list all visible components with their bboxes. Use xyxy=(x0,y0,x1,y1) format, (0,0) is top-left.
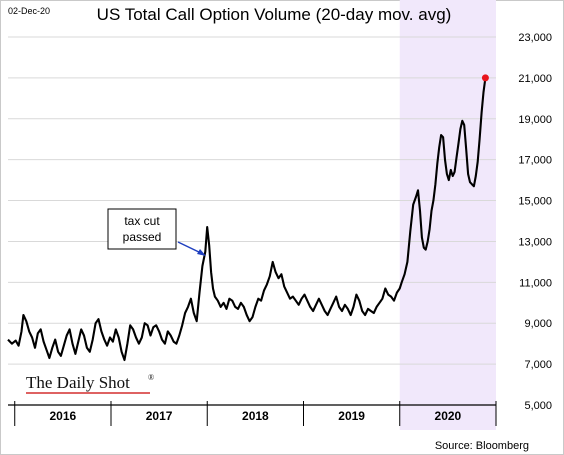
x-axis-ticks: 2016 2017 2018 2019 2020 xyxy=(14,401,497,426)
chart-title: US Total Call Option Volume (20-day mov.… xyxy=(97,5,452,24)
y-tick-label: 13,000 xyxy=(518,236,552,248)
brand-name: The Daily Shot xyxy=(26,373,130,392)
brand-registered-mark: ® xyxy=(148,373,154,382)
y-axis-ticks: 5,000 7,000 9,000 11,000 13,000 15,000 17,000 1… xyxy=(518,32,552,412)
y-tick-label: 17,000 xyxy=(518,155,552,167)
y-tick-label: 23,000 xyxy=(518,32,552,44)
y-tick-label: 9,000 xyxy=(524,318,552,330)
y-tick-label: 11,000 xyxy=(519,277,552,289)
source-note: Source: Bloomberg xyxy=(435,440,529,452)
x-tick-label: 2016 xyxy=(50,409,77,423)
y-tick-label: 7,000 xyxy=(524,359,552,371)
y-tick-label: 21,000 xyxy=(518,73,552,85)
series-line xyxy=(7,77,487,362)
y-tick-label: 19,000 xyxy=(518,114,552,126)
x-tick-label: 2019 xyxy=(338,409,365,423)
annotation-line1: tax cut xyxy=(124,214,160,228)
x-tick-label: 2017 xyxy=(146,409,173,423)
annotation-line2: passed xyxy=(123,230,162,244)
brand-logo: The Daily Shot ® xyxy=(26,373,154,394)
y-tick-label: 15,000 xyxy=(518,196,552,208)
x-tick-label: 2018 xyxy=(242,409,269,423)
chart-date: 02-Dec-20 xyxy=(8,6,50,16)
annotation-box xyxy=(107,208,177,250)
annotation: tax cut passed xyxy=(107,208,206,256)
highlight-region-2020 xyxy=(399,0,496,430)
annotation-arrowhead xyxy=(197,249,206,256)
x-tick-label: 2020 xyxy=(435,409,462,423)
y-tick-label: 5,000 xyxy=(524,400,552,412)
last-value-marker xyxy=(481,74,489,82)
